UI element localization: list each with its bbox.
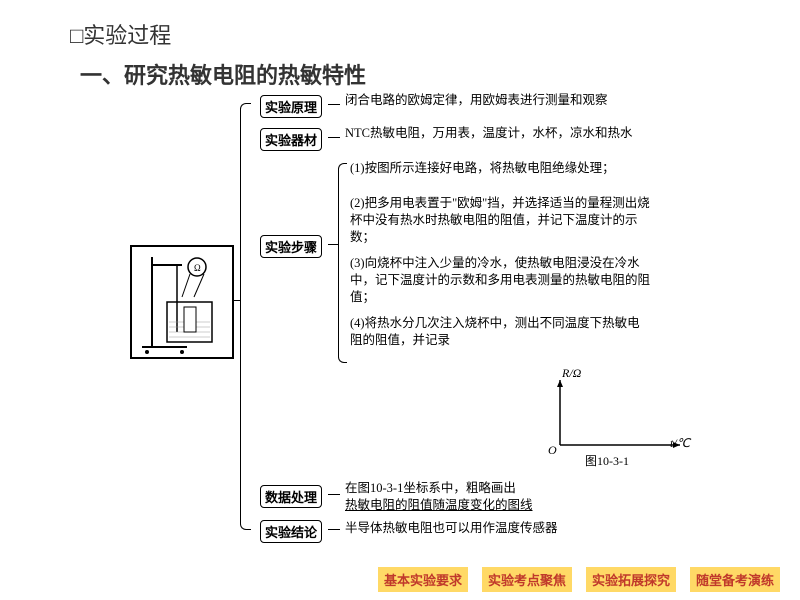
experiment-diagram: Ω bbox=[130, 245, 234, 359]
connector bbox=[328, 494, 340, 495]
step-1: (1)按图所示连接好电路，将热敏电阻绝缘处理； bbox=[350, 160, 650, 177]
footer-btn-focus[interactable]: 实验考点聚焦 bbox=[482, 567, 572, 592]
branch-label-conclusion: 实验结论 bbox=[260, 520, 322, 543]
footer-btn-basic[interactable]: 基本实验要求 bbox=[378, 567, 468, 592]
connector bbox=[328, 244, 338, 245]
branch-text-equipment: NTC热敏电阻，万用表，温度计，水杯，凉水和热水 bbox=[345, 125, 645, 142]
content-area: Ω 实验原理 闭合电路的欧姆定律，用欧姆表进行测量和观察 实验器材 NTC热敏电… bbox=[140, 95, 760, 535]
branch-label-principle: 实验原理 bbox=[260, 95, 322, 118]
footer-buttons: 基本实验要求 实验考点聚焦 实验拓展探究 随堂备考演练 bbox=[378, 567, 780, 592]
branch-label-steps: 实验步骤 bbox=[260, 235, 322, 258]
branch-text-data: 在图10-3-1坐标系中，粗略画出 热敏电阻的阻值随温度变化的图线 bbox=[345, 480, 645, 514]
chart-origin: O bbox=[548, 443, 557, 458]
step-2: (2)把多用电表置于"欧姆"挡，并选择适当的量程测出烧杯中没有热水时热敏电阻的阻… bbox=[350, 195, 650, 246]
footer-btn-practice[interactable]: 随堂备考演练 bbox=[690, 567, 780, 592]
branch-label-equipment: 实验器材 bbox=[260, 128, 322, 151]
connector bbox=[328, 104, 340, 105]
step-4: (4)将热水分几次注入烧杯中，测出不同温度下热敏电阻的阻值，并记录 bbox=[350, 315, 650, 349]
section-subheader: 一、研究热敏电阻的热敏特性 bbox=[80, 58, 366, 90]
chart-xlabel: t/℃ bbox=[670, 436, 690, 451]
steps-bracket bbox=[338, 163, 347, 363]
branch-text-conclusion: 半导体热敏电阻也可以用作温度传感器 bbox=[345, 520, 645, 537]
connector bbox=[328, 137, 340, 138]
svg-text:Ω: Ω bbox=[194, 263, 201, 273]
step-3: (3)向烧杯中注入少量的冷水，使热敏电阻浸没在冷水中，记下温度计的示数和多用电表… bbox=[350, 255, 650, 306]
rt-chart: R/Ω t/℃ O 图10-3-1 bbox=[530, 370, 700, 470]
connector bbox=[328, 529, 340, 530]
branch-label-data: 数据处理 bbox=[260, 485, 322, 508]
chart-ylabel: R/Ω bbox=[562, 366, 581, 381]
chart-caption: 图10-3-1 bbox=[585, 452, 629, 469]
branch-text-principle: 闭合电路的欧姆定律，用欧姆表进行测量和观察 bbox=[345, 92, 645, 109]
main-bracket bbox=[240, 103, 251, 530]
footer-btn-explore[interactable]: 实验拓展探究 bbox=[586, 567, 676, 592]
section-header: □实验过程 bbox=[70, 18, 171, 50]
